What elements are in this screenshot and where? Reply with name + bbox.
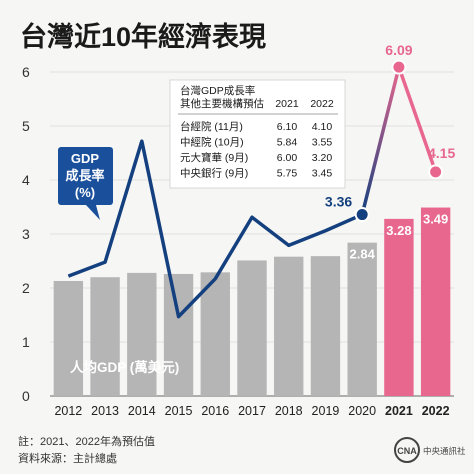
cna-logo-text: 中央通訊社 [423, 446, 466, 456]
growth-label-2021: 6.09 [385, 42, 412, 58]
x-tick-2019: 2019 [312, 404, 340, 418]
legend-growth-line2: 成長率 [65, 168, 104, 183]
table-row-3-2022: 3.45 [312, 168, 333, 180]
bar-2012 [53, 280, 84, 396]
y-tick-1: 1 [22, 334, 30, 350]
x-tick-2020: 2020 [348, 404, 376, 418]
legend-growth-line1: GDP [71, 151, 100, 166]
legend-per-capita-gdp: 人均GDP (萬美元) [70, 359, 179, 375]
growth-line-forecast [397, 66, 438, 173]
bar-label-2020: 2.84 [350, 247, 376, 262]
x-tick-2016: 2016 [201, 404, 229, 418]
x-tick-2018: 2018 [275, 404, 303, 418]
x-tick-2015: 2015 [165, 404, 193, 418]
bar-2015 [163, 273, 194, 396]
bar-2017 [237, 260, 267, 396]
growth-label-2022: 4.15 [428, 145, 455, 161]
growth-line [67, 65, 438, 319]
bar-2019 [310, 256, 341, 396]
table-row-2-2022: 3.20 [312, 152, 333, 164]
x-tick-2012: 2012 [54, 404, 82, 418]
bar-2016 [200, 272, 230, 396]
legend-growth-pointer [86, 205, 100, 220]
cna-logo-ring [394, 437, 420, 463]
legend-growth-box [58, 147, 113, 205]
table-header-2022: 2022 [310, 98, 334, 110]
growth-point-2021 [391, 59, 407, 75]
table-rows: 台經院 (11月) 6.10 4.10 中經院 (10月) 5.84 3.55 元大寶華 (… [180, 120, 332, 180]
y-tick-3: 3 [22, 226, 30, 242]
chart-title: 台灣近10年經濟表現 [20, 21, 266, 52]
x-tick-2022: 2022 [422, 404, 450, 418]
bar-label-2021: 3.28 [386, 223, 411, 238]
y-tick-5: 5 [22, 118, 30, 134]
table-row-3-2021: 5.75 [277, 168, 298, 180]
growth-line-transition [360, 65, 401, 217]
x-axis-ticks: 2012 2013 2014 2015 2016 2017 2018 2019 2020 2021… [54, 404, 449, 418]
table-row-2-2021: 6.00 [277, 152, 298, 164]
bar-2020 [347, 242, 377, 396]
source: 資料來源：主計總處 [18, 451, 117, 465]
x-tick-2014: 2014 [128, 404, 156, 418]
table-row-2-institution: 元大寶華 (9月) [180, 151, 248, 164]
growth-point-2022 [428, 164, 444, 180]
legend-growth-line3: (%) [75, 185, 95, 200]
table-row-1-2021: 5.84 [277, 137, 298, 149]
x-tick-2021: 2021 [385, 404, 413, 418]
y-tick-4: 4 [22, 172, 30, 188]
growth-line-actual [67, 139, 363, 319]
growth-points [354, 59, 444, 223]
x-tick-2013: 2013 [91, 404, 119, 418]
table-row-0-2021: 6.10 [277, 121, 298, 133]
bars [53, 207, 451, 396]
bar-2018 [274, 256, 304, 396]
bar-2014 [127, 272, 157, 396]
table-row-3-institution: 中央銀行 (9月) [180, 167, 248, 180]
legend-gdp-growth: GDP 成長率 (%) [58, 147, 113, 220]
bar-label-2022: 3.49 [423, 212, 448, 227]
cna-logo-mark: CNA [397, 446, 417, 456]
y-tick-6: 6 [22, 64, 30, 80]
x-tick-2017: 2017 [238, 404, 266, 418]
bar-2013 [90, 277, 120, 396]
forecast-table: 台灣GDP成長率 其他主要機構預估 2021 2022 台經院 (11月) 6.1… [169, 79, 346, 189]
table-row-0-institution: 台經院 (11月) [180, 120, 243, 133]
y-axis-ticks: 0 1 2 3 4 5 6 [22, 64, 30, 404]
footnote: 註：2021、2022年為預估值 [18, 434, 155, 448]
cna-logo: CNA 中央通訊社 [394, 437, 466, 463]
growth-label-2020: 3.36 [325, 194, 352, 210]
table-row-1-2022: 3.55 [312, 137, 333, 149]
table-header-title: 台灣GDP成長率 [180, 84, 255, 97]
table-row-0-2022: 4.10 [312, 121, 333, 133]
y-tick-2: 2 [22, 280, 30, 296]
growth-point-2020 [354, 207, 370, 223]
bar-2022 [420, 207, 451, 396]
table-header-2021: 2021 [275, 98, 299, 110]
bar-value-labels: 2.84 3.28 3.49 [350, 212, 449, 262]
y-tick-0: 0 [22, 388, 30, 404]
growth-value-labels: 3.36 6.09 4.15 [325, 42, 456, 209]
table-row-1-institution: 中經院 (10月) [180, 136, 244, 149]
forecast-table-box [169, 79, 346, 189]
table-header-subtitle: 其他主要機構預估 [180, 97, 264, 110]
bar-2021 [384, 218, 414, 396]
